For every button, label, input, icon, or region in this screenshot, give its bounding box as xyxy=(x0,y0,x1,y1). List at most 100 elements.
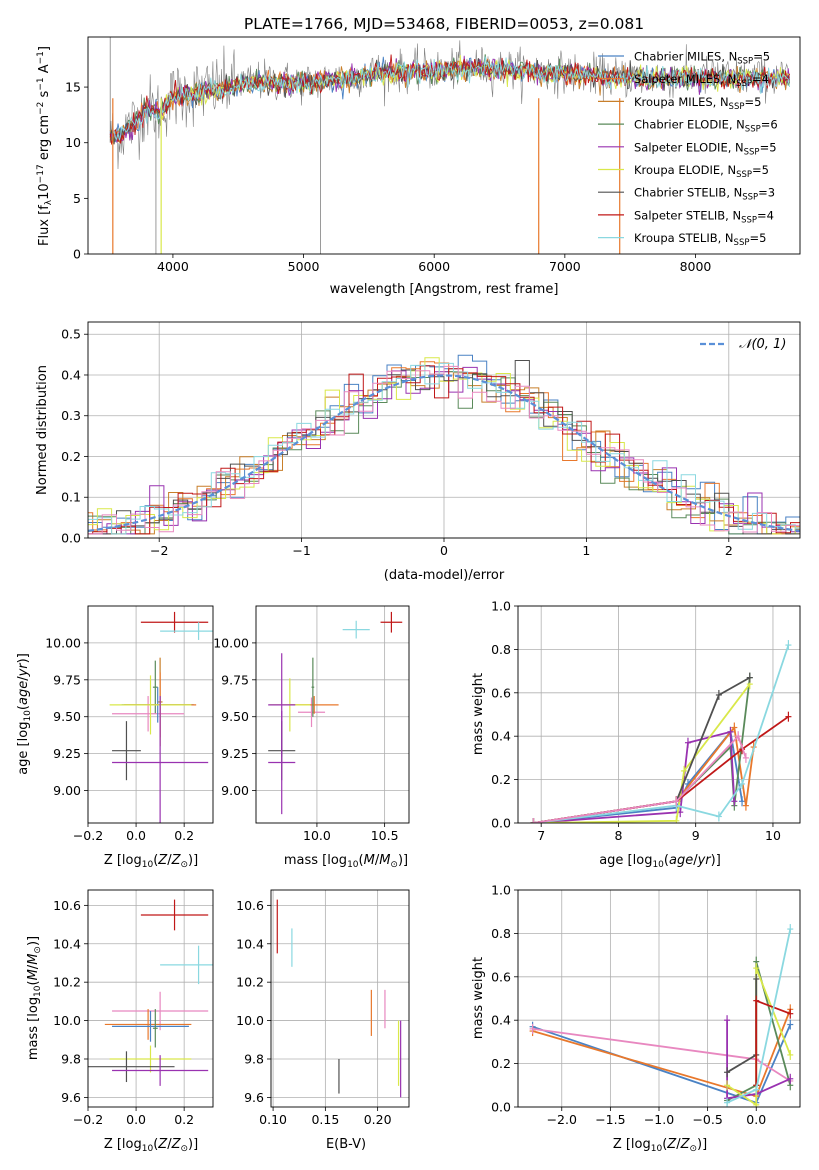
y-tick-label: 0.8 xyxy=(491,926,511,941)
y-tick-label: 10 xyxy=(65,135,81,150)
y-tick-label: 10.4 xyxy=(53,936,81,951)
hist-step-salpeter_stelib xyxy=(88,365,800,535)
axes-frame xyxy=(87,605,214,824)
x-tick-label: −1.5 xyxy=(595,1112,625,1127)
y-tick-label: 9.25 xyxy=(221,746,249,761)
legend-subscript: SSP xyxy=(729,102,745,112)
y-tick-label: 10.6 xyxy=(53,898,81,913)
legend-label-rest: =3 xyxy=(758,186,775,200)
y-tick-label: 0.2 xyxy=(491,1056,511,1071)
axes-frame xyxy=(87,36,801,255)
x-tick-label: −2.0 xyxy=(547,1112,577,1127)
legend-label-rest: =5 xyxy=(753,50,770,64)
legend-label-kroupa_elodie: Kroupa ELODIE, NSSP=5 xyxy=(634,163,769,180)
y-tick-label: 0.0 xyxy=(491,816,511,831)
spectrum-xlabel: wavelength [Angstrom, rest frame] xyxy=(330,282,559,297)
legend-label-kroupa_stelib: Kroupa STELIB, NSSP=5 xyxy=(634,231,766,248)
x-tick-label: 8000 xyxy=(680,259,712,274)
spectrum-title: PLATE=1766, MJD=53468, FIBERID=0053, z=0… xyxy=(244,15,644,33)
x-tick-label: 9 xyxy=(692,828,700,843)
massweight-line-extra_pink xyxy=(532,1028,791,1082)
hist-clip-group xyxy=(88,354,800,535)
x-tick-label: 10 xyxy=(765,828,781,843)
b2-xlabel: E(B-V) xyxy=(326,1137,366,1152)
massweight-line-kroupa_stelib xyxy=(726,928,792,1104)
mass-vs-ebv-panel: 0.10 0.15 0.20 9.6 9.8 10.0 10.2 10.4 10.6 xyxy=(236,889,410,1127)
massweight-line-chabrier_stelib xyxy=(726,979,758,1074)
massweight-vs-age-panel: 7 8 9 10 0.0 0.2 0.4 0.6 0.8 1.0 xyxy=(491,599,801,843)
x-tick-label: 0.10 xyxy=(259,1112,287,1127)
b1-ylabel: mass [log10(M/M⊙)] xyxy=(26,936,43,1060)
y-tick-label: 0.6 xyxy=(491,969,511,984)
x-tick-label: 0 xyxy=(440,543,448,558)
age-vs-z-panel: −0.2 0.0 0.2 9.00 9.25 9.50 9.75 10.00 xyxy=(45,605,214,843)
x-tick-label: 0.15 xyxy=(311,1112,339,1127)
y-tick-label: 10.00 xyxy=(45,635,81,650)
y-tick-label: 0.2 xyxy=(491,772,511,787)
mass-vs-z-panel: −0.2 0.0 0.2 9.6 9.8 10.0 10.2 10.4 10.6 xyxy=(53,889,214,1127)
axes-frame xyxy=(517,889,801,1108)
massweight-line-kroupa_elodie xyxy=(726,967,792,1107)
legend-label-salpeter_stelib: Salpeter STELIB, NSSP=4 xyxy=(634,208,774,225)
model-line-salpeter_stelib xyxy=(109,54,790,146)
y-tick-label: 10.2 xyxy=(53,975,81,990)
massweight-clip-group xyxy=(529,924,794,1107)
axes-frame xyxy=(87,321,801,539)
legend-label-chabrier_miles: Chabrier MILES, NSSP=5 xyxy=(634,50,770,67)
massweight-line-extra_pink xyxy=(533,734,747,823)
y-tick-label: 9.50 xyxy=(221,709,249,724)
y-tick-label: 0.8 xyxy=(491,642,511,657)
hist-legend-label: 𝒩(0, 1) xyxy=(739,337,786,352)
errorbar-clip-group xyxy=(268,611,403,815)
legend-label-rest: =6 xyxy=(761,118,778,132)
y-tick-label: 10.6 xyxy=(236,898,264,913)
b3-xlabel: Z [log10(Z/Z⊙)] xyxy=(613,1137,707,1154)
y-tick-label: 0.3 xyxy=(61,408,81,423)
x-tick-label: 0.2 xyxy=(174,1112,194,1127)
y-tick-label: 9.50 xyxy=(53,709,81,724)
y-tick-label: 9.25 xyxy=(53,746,81,761)
massweight-line-kroupa_stelib xyxy=(533,644,790,823)
y-tick-label: 0 xyxy=(73,247,81,262)
legend-subscript: SSP xyxy=(737,57,753,67)
y-tick-label: 0.0 xyxy=(491,1100,511,1115)
legend-subscript: SSP xyxy=(736,170,752,180)
errorbar-clip-group xyxy=(109,611,213,823)
b1-xlabel: Z [log10(Z/Z⊙)] xyxy=(104,1137,198,1154)
x-tick-label: −0.2 xyxy=(73,828,103,843)
axes-frame xyxy=(255,605,410,824)
x-tick-label: 6000 xyxy=(418,259,450,274)
y-tick-label: 1.0 xyxy=(491,883,511,898)
legend-subscript: SSP xyxy=(734,238,750,248)
x-tick-label: 2 xyxy=(725,543,733,558)
axes-frame xyxy=(87,889,214,1108)
y-tick-label: 15 xyxy=(65,80,81,95)
x-tick-label: 0.0 xyxy=(746,1112,766,1127)
x-tick-label: 0.0 xyxy=(126,1112,146,1127)
axes-frame xyxy=(517,605,801,824)
massweight-line-salpeter_miles xyxy=(533,725,755,823)
legend-subscript: SSP xyxy=(742,193,758,203)
y-tick-label: 0.0 xyxy=(61,531,81,546)
b3-ylabel: mass weight xyxy=(471,957,486,1039)
y-tick-label: 10.0 xyxy=(53,1013,81,1028)
spectrum-plot: 4000 5000 6000 7000 8000 0 5 10 15 xyxy=(65,36,801,274)
x-tick-label: 0.0 xyxy=(126,828,146,843)
spectrum-ylabel: Flux [fλ10−17 erg cm−2 s−1 A−1] xyxy=(36,46,54,246)
a3-xlabel: age [log10(age/yr)] xyxy=(599,853,721,870)
residual-histogram: −2 −1 0 1 2 0.0 0.1 0.2 0.3 0.4 0.5 xyxy=(61,321,801,558)
y-tick-label: 0.4 xyxy=(491,729,511,744)
y-tick-label: 0.4 xyxy=(61,367,81,382)
hist-xlabel: (data-model)/error xyxy=(384,568,505,583)
y-tick-label: 9.8 xyxy=(61,1051,81,1066)
y-tick-label: 9.8 xyxy=(244,1051,264,1066)
massweight-clip-group xyxy=(530,640,792,823)
legend-label-rest: =5 xyxy=(749,231,766,245)
errorbar-clip-group xyxy=(88,899,213,1086)
x-tick-label: −2 xyxy=(150,543,168,558)
age-vs-mass-panel: 10.0 10.5 9.00 9.25 9.50 9.75 10.00 xyxy=(213,605,410,843)
hist-legend: 𝒩(0, 1) xyxy=(700,337,786,352)
a1-ylabel: age [log10(age/yr)] xyxy=(16,653,33,775)
x-tick-label: 7000 xyxy=(549,259,581,274)
hist-step-kroupa_stelib xyxy=(88,362,800,535)
